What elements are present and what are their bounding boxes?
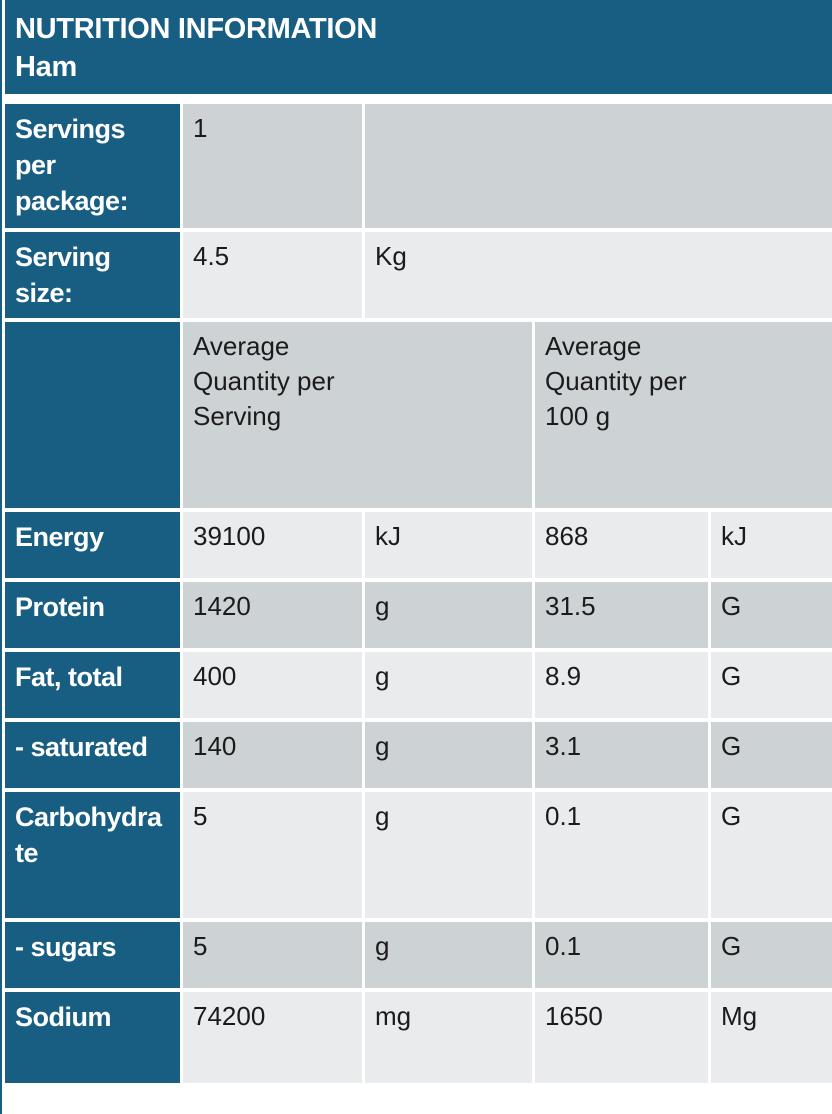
qty-per-serving: 1420 (183, 581, 365, 652)
unit-per-100g: G (711, 721, 832, 792)
nutrient-name: Protein (5, 581, 183, 652)
qty-per-serving: 140 (183, 721, 365, 792)
servings-per-package-value: 1 (183, 103, 365, 232)
unit-per-100g: G (711, 921, 832, 992)
table-title: NUTRITION INFORMATION Ham (5, 0, 832, 104)
unit-per-serving: g (365, 651, 535, 722)
nutrition-table: NUTRITION INFORMATION Ham Servings per p… (5, 0, 832, 1083)
table-title-row: NUTRITION INFORMATION Ham (5, 0, 832, 104)
unit-per-serving: kJ (365, 511, 535, 582)
unit-per-100g: G (711, 651, 832, 722)
left-edge-strip (0, 0, 2, 1114)
unit-per-100g: G (711, 791, 832, 922)
serving-size-label: Serving size: (5, 231, 183, 322)
qty-per-serving: 400 (183, 651, 365, 722)
unit-per-serving: g (365, 791, 535, 922)
serving-size-value: 4.5 (183, 231, 365, 322)
column-header-row: Average Quantity per Serving Average Qua… (5, 321, 832, 512)
nutrient-name: Sodium (5, 991, 183, 1083)
qty-per-serving: 39100 (183, 511, 365, 582)
unit-per-serving: g (365, 721, 535, 792)
unit-per-100g: G (711, 581, 832, 652)
serving-size-row: Serving size: 4.5 Kg (5, 231, 832, 322)
unit-per-serving: g (365, 921, 535, 992)
unit-per-serving: g (365, 581, 535, 652)
qty-per-100g: 3.1 (535, 721, 711, 792)
qty-per-100g: 31.5 (535, 581, 711, 652)
nutrient-row-carbohydrate: Carbohydrate 5 g 0.1 G (5, 791, 832, 922)
column-header-spacer (5, 321, 183, 512)
qty-per-100g: 8.9 (535, 651, 711, 722)
servings-per-package-label: Servings per package: (5, 103, 183, 232)
servings-per-package-rest (365, 103, 832, 232)
nutrient-row-fat-total: Fat, total 400 g 8.9 G (5, 651, 832, 722)
qty-per-serving: 5 (183, 791, 365, 922)
qty-per-100g: 0.1 (535, 921, 711, 992)
unit-per-100g: kJ (711, 511, 832, 582)
qty-per-serving: 74200 (183, 991, 365, 1083)
qty-per-100g: 0.1 (535, 791, 711, 922)
qty-per-100g: 868 (535, 511, 711, 582)
serving-size-unit: Kg (365, 231, 832, 322)
nutrient-name: Fat, total (5, 651, 183, 722)
unit-per-serving: mg (365, 991, 535, 1083)
nutrient-name: - saturated (5, 721, 183, 792)
nutrient-name: Energy (5, 511, 183, 582)
nutrient-row-sodium: Sodium 74200 mg 1650 Mg (5, 991, 832, 1083)
qty-per-serving: 5 (183, 921, 365, 992)
nutrient-name: Carbohydrate (5, 791, 183, 922)
nutrient-row-protein: Protein 1420 g 31.5 G (5, 581, 832, 652)
nutrient-row-saturated: - saturated 140 g 3.1 G (5, 721, 832, 792)
qty-per-100g: 1650 (535, 991, 711, 1083)
nutrient-row-energy: Energy 39100 kJ 868 kJ (5, 511, 832, 582)
servings-per-package-row: Servings per package: 1 (5, 103, 832, 232)
per-100g-column-header: Average Quantity per 100 g (535, 321, 832, 512)
nutrient-name: - sugars (5, 921, 183, 992)
unit-per-100g: Mg (711, 991, 832, 1083)
per-serving-column-header: Average Quantity per Serving (183, 321, 535, 512)
nutrient-row-sugars: - sugars 5 g 0.1 G (5, 921, 832, 992)
